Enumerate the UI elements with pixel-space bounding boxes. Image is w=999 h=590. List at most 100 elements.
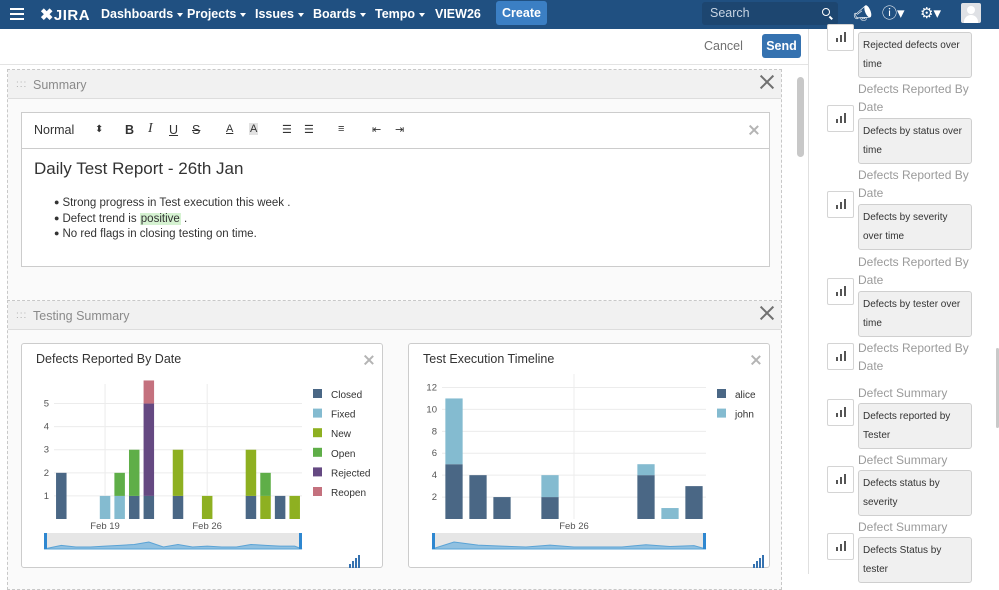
- y-tick-label: 6: [432, 448, 437, 459]
- legend-swatch: [313, 487, 322, 496]
- select-arrows-icon[interactable]: ⬍: [95, 124, 104, 135]
- background-color-icon[interactable]: A: [249, 123, 259, 135]
- user-avatar[interactable]: [961, 3, 981, 23]
- legend-label: Reopen: [331, 488, 366, 499]
- bar-segment: [541, 475, 559, 498]
- close-icon[interactable]: [759, 74, 775, 90]
- nav-issues[interactable]: Issues: [255, 7, 304, 21]
- ordered-list-icon[interactable]: ☰: [282, 124, 292, 136]
- legend-swatch: [717, 389, 726, 398]
- gadget-card[interactable]: Defects by tester over time: [858, 291, 972, 337]
- bar-chart-icon[interactable]: [827, 533, 854, 560]
- nav-tempo[interactable]: Tempo: [375, 7, 426, 21]
- chart-menu-icon: [762, 555, 764, 568]
- gadget-card[interactable]: Rejected defects over time: [858, 32, 972, 78]
- bar-segment: [128, 449, 140, 496]
- bar-segment: [114, 472, 125, 496]
- gadget-card[interactable]: Defects by severity over time: [858, 204, 972, 250]
- panel-title: Testing Summary: [33, 309, 130, 323]
- gadget-card[interactable]: Defects Status by tester: [858, 537, 972, 583]
- y-tick-label: 1: [44, 491, 49, 502]
- bar-chart-icon[interactable]: [827, 105, 854, 132]
- y-tick-label: 10: [426, 404, 437, 415]
- rich-text-editor[interactable]: Normal ⬍ B I U S A A ☰ ☰ ≡ ⇤ ⇥ Daily Tes…: [21, 112, 770, 267]
- gadget-group-heading: Defects Reported By Date: [858, 341, 969, 373]
- bar-segment: [469, 475, 487, 519]
- bar-chart-icon[interactable]: [827, 399, 854, 426]
- range-handle-right: [299, 533, 302, 549]
- bar-segment: [201, 495, 213, 519]
- help-icon[interactable]: ⓘ▾: [882, 5, 905, 22]
- bar-segment: [114, 495, 125, 519]
- cancel-button[interactable]: Cancel: [704, 39, 743, 53]
- legend-swatch: [313, 428, 322, 438]
- close-icon[interactable]: [759, 305, 775, 321]
- align-icon[interactable]: ≡: [338, 123, 345, 135]
- bold-icon[interactable]: B: [125, 123, 135, 137]
- bullet-list-icon[interactable]: ☰: [304, 124, 314, 136]
- bar-segment: [274, 495, 286, 519]
- drag-handle-icon[interactable]: :::: [16, 79, 28, 90]
- close-editor-icon[interactable]: [749, 125, 759, 135]
- jira-logo[interactable]: ✖JIRA: [40, 7, 91, 24]
- nav-dashboards[interactable]: Dashboards: [101, 7, 184, 21]
- gear-icon[interactable]: ⚙▾: [920, 5, 941, 22]
- legend-label: Closed: [331, 390, 362, 401]
- bar-segment: [260, 495, 271, 519]
- drag-handle-icon[interactable]: :::: [16, 310, 28, 321]
- gadget-card[interactable]: Defects by status over time: [858, 118, 972, 164]
- legend-label: Open: [331, 449, 355, 460]
- bar-segment: [172, 495, 184, 519]
- legend-label: New: [331, 429, 352, 440]
- main-scrollbar[interactable]: [797, 77, 804, 157]
- bullet-item: No red flags in closing testing on time.: [62, 226, 757, 242]
- font-color-icon[interactable]: A: [226, 123, 234, 135]
- create-button[interactable]: Create: [496, 1, 547, 25]
- megaphone-icon[interactable]: 📣︎: [853, 5, 873, 22]
- y-tick-label: 4: [44, 422, 49, 433]
- strikethrough-icon[interactable]: S: [192, 123, 201, 137]
- sidebar-scrollbar[interactable]: [996, 348, 999, 428]
- summary-panel-header[interactable]: ::: Summary: [8, 70, 781, 99]
- bar-segment: [56, 472, 67, 519]
- range-area: [431, 541, 707, 550]
- bar-segment: [637, 464, 655, 476]
- bar-segment: [541, 497, 559, 519]
- range-navigator: [432, 533, 706, 549]
- nav-boards[interactable]: Boards: [313, 7, 367, 21]
- bar-chart-icon[interactable]: [827, 191, 854, 218]
- testing-panel-header[interactable]: ::: Testing Summary: [8, 301, 781, 330]
- nav-projects[interactable]: Projects: [187, 7, 247, 21]
- legend-swatch: [313, 447, 322, 457]
- editor-toolbar: Normal ⬍ B I U S A A ☰ ☰ ≡ ⇤ ⇥: [22, 113, 769, 149]
- send-button[interactable]: Send: [762, 34, 801, 58]
- underline-icon[interactable]: U: [169, 123, 179, 137]
- y-tick-label: 8: [432, 426, 437, 437]
- gadget-card[interactable]: Defects reported by Tester: [858, 403, 972, 449]
- timeline-chart: 2 4 6 8 10 12 Feb 26 alice john: [426, 374, 764, 568]
- bar-chart-icon[interactable]: [827, 24, 854, 51]
- editor-content[interactable]: Daily Test Report - 26th Jan Strong prog…: [22, 149, 769, 252]
- legend-label: john: [734, 410, 754, 421]
- bar-segment: [260, 472, 271, 496]
- chart-menu-icon: [759, 558, 761, 568]
- bar-segment: [143, 403, 155, 496]
- defects-by-date-gadget: Defects Reported By Date 1 2 3 4 5 Feb 19 Feb …: [21, 343, 383, 568]
- bar-segment: [289, 495, 300, 519]
- outdent-icon[interactable]: ⇤: [372, 124, 382, 136]
- x-tick-label: Feb 26: [559, 521, 589, 532]
- format-select[interactable]: Normal: [34, 123, 75, 137]
- bar-chart-icon[interactable]: [827, 466, 854, 493]
- bar-chart-icon[interactable]: [827, 343, 854, 370]
- gadget-card[interactable]: Defects status by severity: [858, 470, 972, 516]
- indent-icon[interactable]: ⇥: [395, 124, 405, 136]
- nav-view26[interactable]: VIEW26: [435, 7, 481, 21]
- testing-summary-panel: ::: Testing Summary Defects Reported By …: [7, 300, 782, 590]
- search-input[interactable]: Search: [702, 2, 838, 25]
- menu-icon[interactable]: [10, 8, 24, 20]
- legend-swatch: [717, 408, 726, 418]
- bar-segment: [493, 497, 511, 519]
- legend-swatch: [313, 389, 322, 398]
- italic-icon[interactable]: I: [148, 121, 153, 136]
- bar-chart-icon[interactable]: [827, 278, 854, 305]
